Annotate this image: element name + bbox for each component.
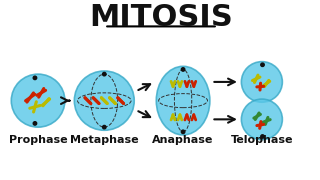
Circle shape (181, 68, 185, 71)
Circle shape (261, 135, 264, 138)
Text: Anaphase: Anaphase (152, 135, 214, 145)
Circle shape (102, 125, 106, 129)
Text: Metaphase: Metaphase (70, 135, 139, 145)
Ellipse shape (156, 66, 210, 135)
Text: Prophase: Prophase (9, 135, 68, 145)
Ellipse shape (241, 99, 282, 140)
Ellipse shape (241, 62, 282, 102)
Circle shape (33, 76, 37, 80)
Ellipse shape (74, 71, 134, 130)
Circle shape (33, 122, 37, 125)
Text: Telophase: Telophase (231, 135, 293, 145)
Circle shape (261, 63, 264, 66)
Ellipse shape (11, 74, 65, 127)
Circle shape (102, 72, 106, 76)
Circle shape (181, 130, 185, 134)
Text: MITOSIS: MITOSIS (89, 3, 233, 32)
